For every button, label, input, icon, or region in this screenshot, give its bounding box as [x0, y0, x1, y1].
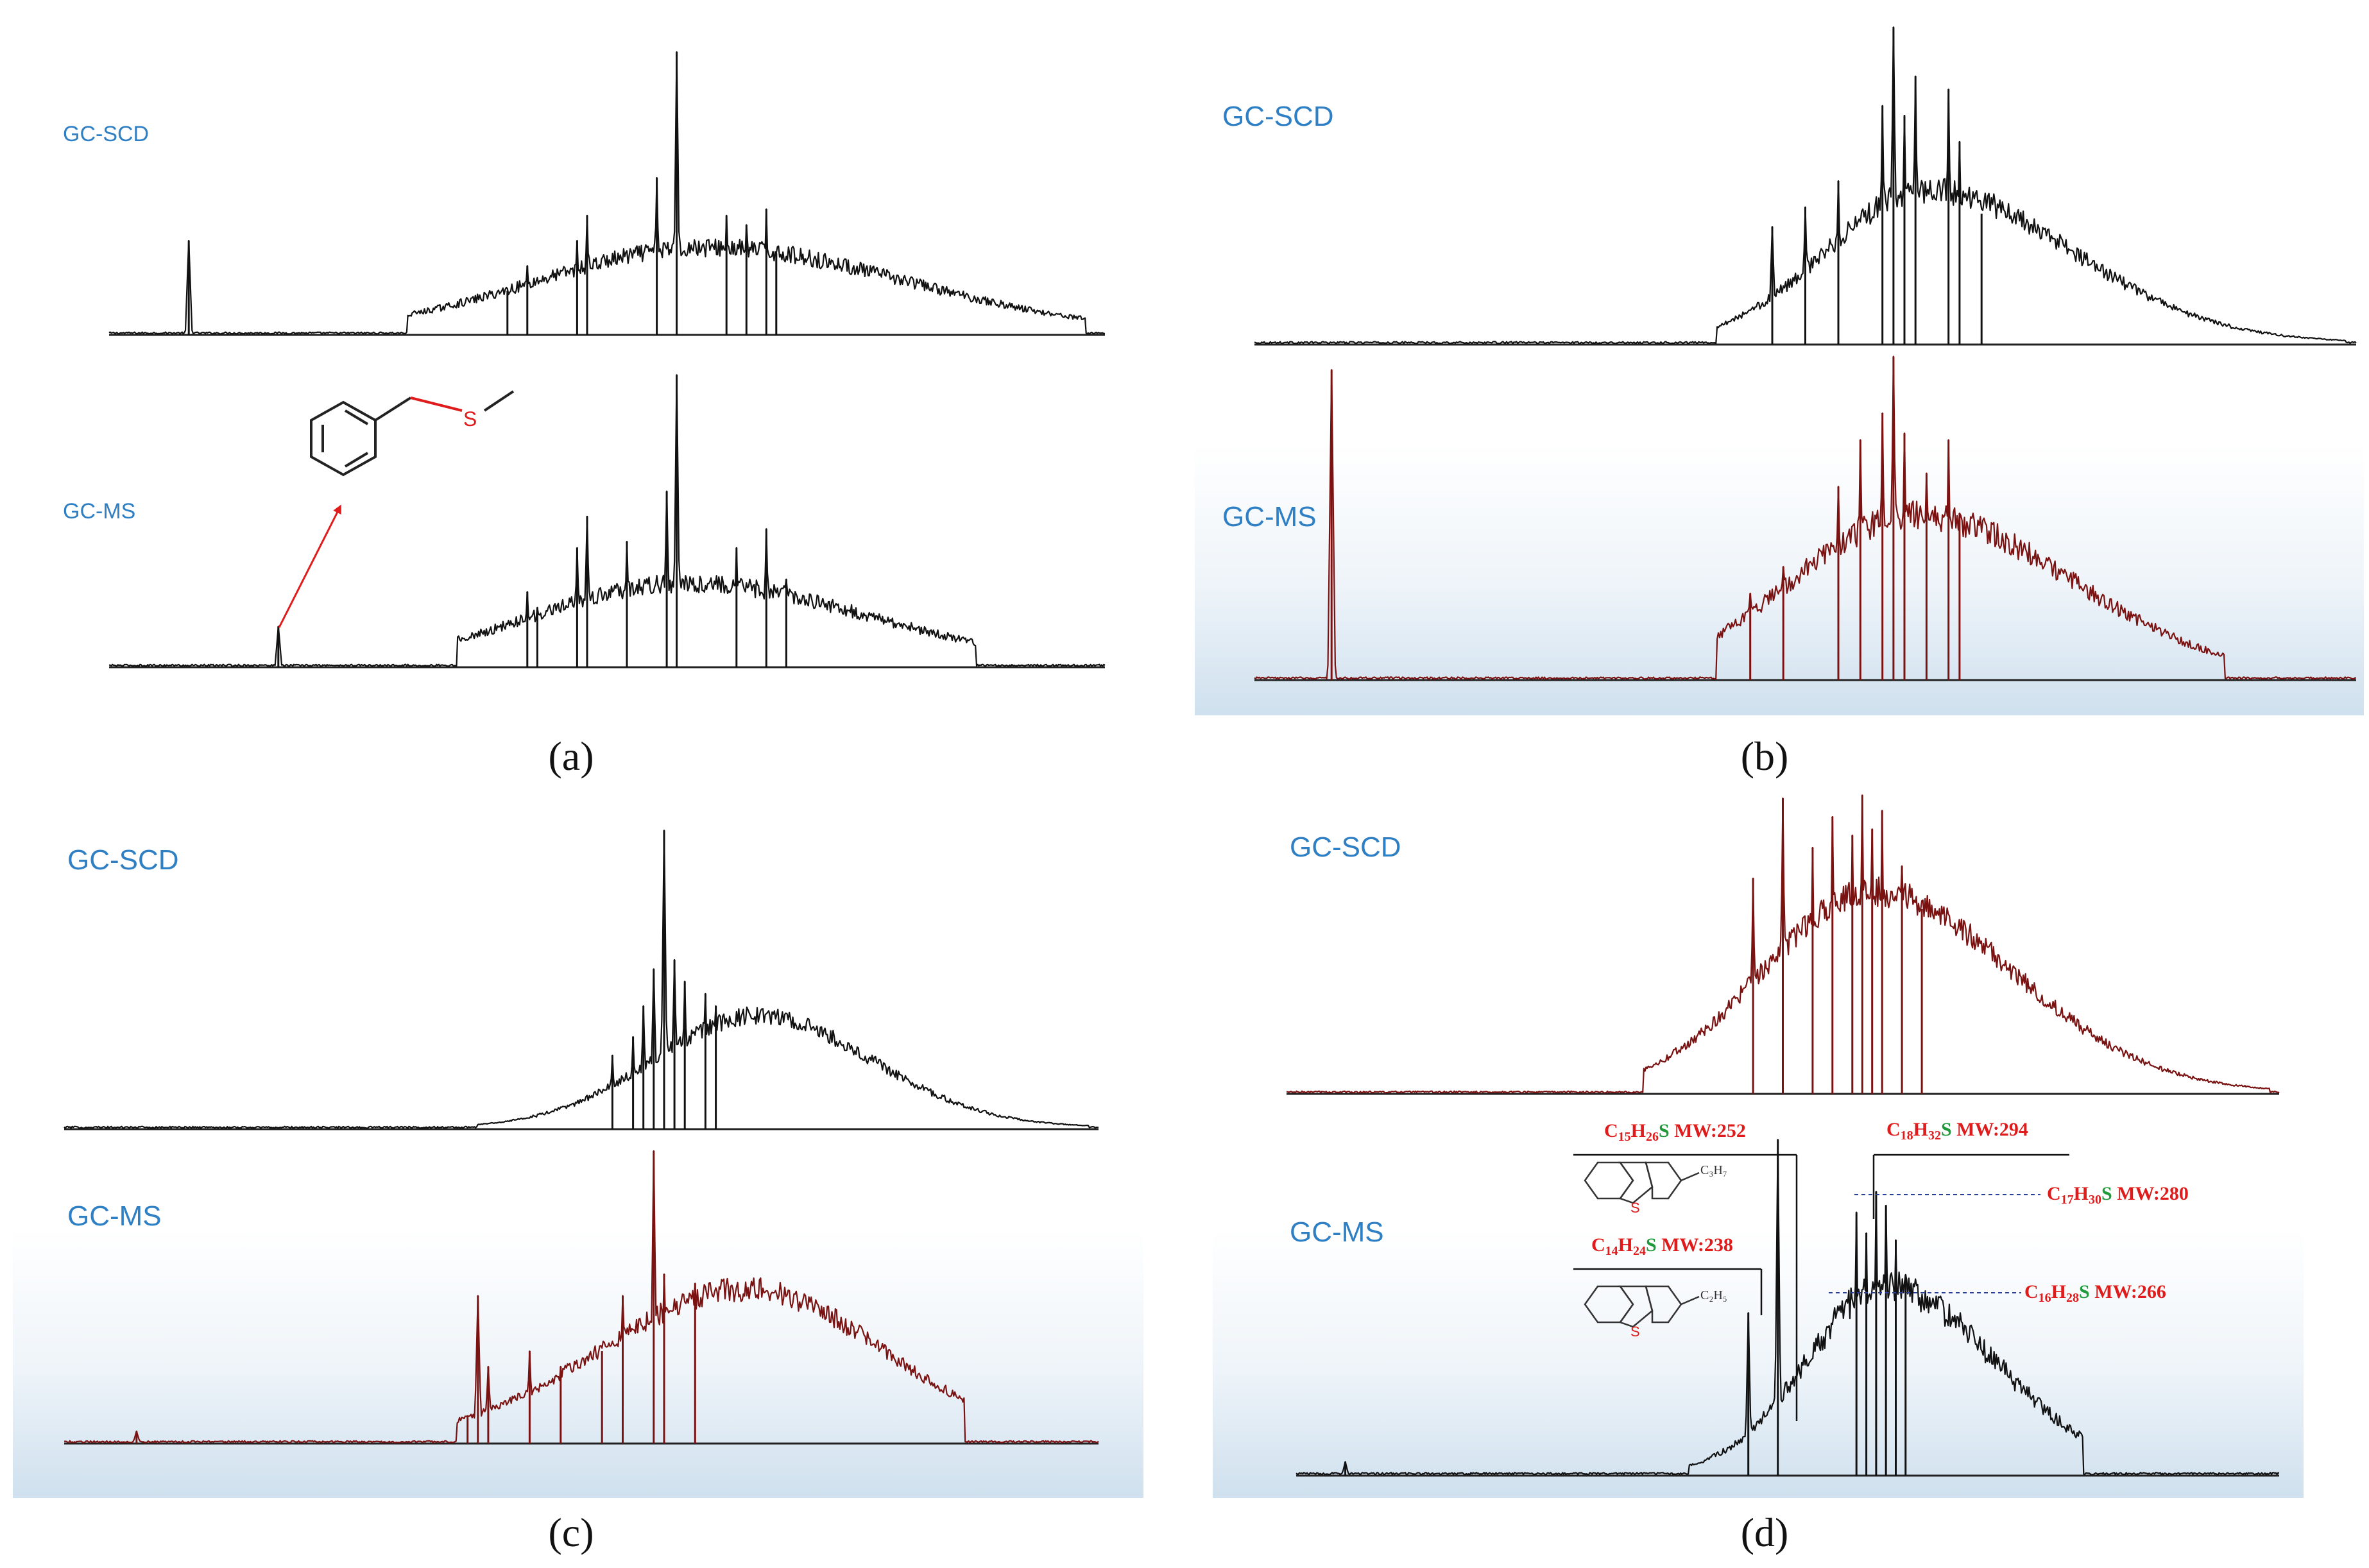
- sulfur-atom-label: S: [463, 407, 477, 430]
- struct1-alkyl-bond: [1681, 1172, 1700, 1182]
- chromatogram-line-c-gc-scd: [64, 830, 1099, 1129]
- chromatogram-line-c-gc-ms: [64, 1150, 1099, 1444]
- panel-b-background: [1195, 0, 2364, 715]
- panel-d-ms-trace: [1296, 1139, 2280, 1476]
- panel-b: GC-SCD GC-MS (b): [1222, 26, 2357, 779]
- structure-c15-sulfur: S: [1630, 1200, 1640, 1216]
- panel-c-ms-label: GC-MS: [67, 1200, 162, 1232]
- panel-d-scd-label: GC-SCD: [1290, 831, 1401, 863]
- caption-a: (a): [548, 733, 594, 779]
- panel-c-ms-trace: [64, 1150, 1099, 1444]
- caption-d: (d): [1741, 1510, 1789, 1555]
- struct2-alkyl-bond: [1681, 1295, 1700, 1306]
- annotation-arrow[interactable]: [278, 504, 341, 628]
- structure-c14-substituent: C₂H₅: [1700, 1288, 1727, 1302]
- annotation-c15: C15H26S MW:252: [1604, 1120, 1746, 1144]
- caption-b: (b): [1741, 733, 1789, 779]
- panel-a-scd-trace: [108, 51, 1106, 335]
- panel-d-annotation-lines: [1573, 1154, 2069, 1421]
- panel-d: GC-SCD GC-MS C15H26S MW:252 C18H32S MW:2…: [1286, 794, 2280, 1555]
- structure-c14-sulfur: S: [1630, 1324, 1640, 1340]
- panel-a-ms-label: GC-MS: [63, 499, 135, 524]
- chromatogram-line-d-gc-ms: [1296, 1139, 2280, 1476]
- panel-d-ms-label: GC-MS: [1290, 1216, 1384, 1248]
- panel-c-scd-label: GC-SCD: [67, 844, 179, 876]
- panel-c-background: [13, 789, 1143, 1498]
- structure-c14-drawing: [1584, 1285, 1700, 1328]
- panel-a-ms-trace: [109, 374, 1106, 667]
- panel-b-scd-label: GC-SCD: [1222, 101, 1334, 132]
- panel-a: GC-SCD GC-MS S (a): [63, 51, 1106, 779]
- panel-c-scd-trace: [64, 830, 1099, 1129]
- s-ch3-bond: [483, 390, 515, 412]
- caption-c: (c): [548, 1510, 594, 1555]
- benzene-inner-bond-2: [344, 409, 369, 425]
- ch2-bond: [374, 396, 412, 422]
- struct2-right-ring: [1645, 1285, 1682, 1324]
- annotation-c17: C17H30S MW:280: [2047, 1183, 2189, 1207]
- panel-d-background: [1213, 789, 2304, 1498]
- panel-c: GC-SCD GC-MS (c): [64, 830, 1099, 1555]
- structure-c15-drawing: [1584, 1161, 1700, 1204]
- panel-d-scd-trace: [1286, 794, 2280, 1094]
- chromatogram-line-b-gc-ms: [1254, 355, 2357, 680]
- panel-a-scd-label: GC-SCD: [63, 122, 149, 146]
- annotation-c14: C14H24S MW:238: [1591, 1234, 1733, 1258]
- annotation-c16: C16H28S MW:266: [2024, 1281, 2166, 1305]
- benzene-ring: [310, 400, 377, 477]
- chromatogram-line-a-gc-scd: [108, 51, 1106, 335]
- structure-c15-substituent: C₃H₇: [1700, 1163, 1727, 1177]
- panel-b-ms-trace: [1254, 355, 2357, 680]
- panel-b-ms-label: GC-MS: [1222, 501, 1317, 533]
- annotation-c18: C18H32S MW:294: [1886, 1119, 2028, 1143]
- panel-b-scd-trace: [1254, 26, 2357, 345]
- struct1-right-ring: [1645, 1161, 1682, 1200]
- panel-d-dashed-guides: [1829, 1194, 2040, 1293]
- c-s-bond: [410, 396, 463, 412]
- chromatogram-line-a-gc-ms: [109, 374, 1106, 667]
- benzyl-methyl-sulfide-structure: [310, 390, 515, 477]
- benzene-inner-bond-3: [344, 452, 369, 468]
